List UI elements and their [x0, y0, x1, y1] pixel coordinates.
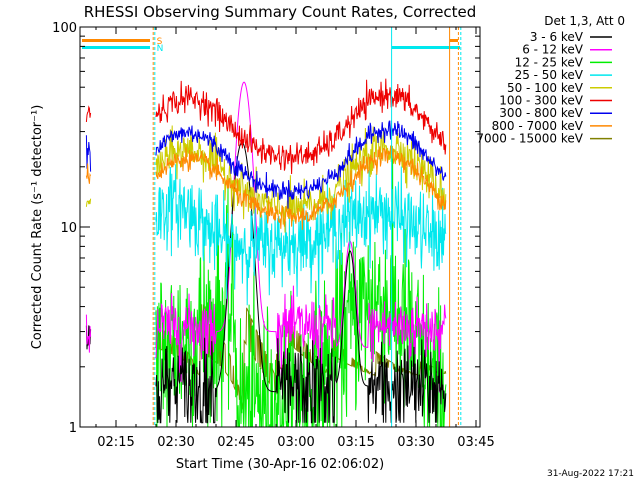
x-tick-label: 03:45	[457, 435, 494, 450]
legend-label-s4: 25 - 50 keV	[515, 68, 584, 82]
flag-saa-bar	[450, 39, 458, 42]
series-line-s2	[155, 81, 447, 393]
series-line-s6	[155, 78, 447, 175]
legend-label-s5: 50 - 100 keV	[507, 81, 584, 95]
flag-label: N	[157, 44, 164, 54]
flag-night-bar	[392, 46, 460, 49]
x-axis: 02:15 02:30 02:45 03:00 03:15 03:30 03:45	[95, 27, 495, 450]
y-axis: 1 10 100	[52, 21, 480, 436]
y-tick-label: 1	[69, 421, 77, 436]
series-line-s3	[155, 154, 447, 428]
series-layer	[85, 78, 447, 428]
flag-label: S	[157, 37, 163, 47]
legend-label-s9: 7000 - 15000 keV	[476, 132, 583, 146]
legend-label-s7: 300 - 800 keV	[499, 106, 583, 120]
x-tick-label: 02:30	[157, 435, 194, 450]
y-tick-label: 10	[60, 221, 77, 236]
x-tick-label: 02:15	[97, 435, 134, 450]
x-tick-label: 03:00	[277, 435, 314, 450]
series-line-s5	[85, 198, 92, 207]
legend-title: Det 1,3, Att 0	[544, 14, 625, 28]
x-axis-label: Start Time (30-Apr-16 02:06:02)	[176, 457, 384, 472]
x-tick-label: 03:30	[397, 435, 434, 450]
flag-saa-bar	[82, 39, 150, 42]
legend-label-s6: 100 - 300 keV	[499, 94, 583, 108]
footer-date: 31-Aug-2022 17:21	[547, 469, 634, 479]
legend-label-s3: 12 - 25 keV	[515, 55, 584, 69]
legend-label-s1: 3 - 6 keV	[530, 30, 584, 44]
legend-label-s8: 800 - 7000 keV	[492, 119, 584, 133]
series-line-s2	[85, 314, 92, 353]
series-line-s1	[155, 141, 447, 424]
y-axis-label: Corrected Count Rate (s⁻¹ detector⁻¹)	[30, 105, 45, 350]
x-tick-label: 02:45	[217, 435, 254, 450]
series-line-s6	[85, 105, 92, 123]
legend-label-s2: 6 - 12 keV	[522, 43, 584, 57]
series-line-s8	[85, 163, 92, 184]
flag-layer: SN	[82, 27, 462, 427]
series-line-s4	[155, 164, 447, 309]
y-tick-label: 100	[52, 21, 77, 36]
series-line-s7	[155, 120, 447, 209]
series-line-s8	[155, 144, 447, 230]
series-line-s5	[155, 125, 447, 233]
flag-night-bar	[82, 46, 150, 49]
chart-title: RHESSI Observing Summary Count Rates, Co…	[84, 3, 477, 21]
x-tick-label: 03:15	[337, 435, 374, 450]
